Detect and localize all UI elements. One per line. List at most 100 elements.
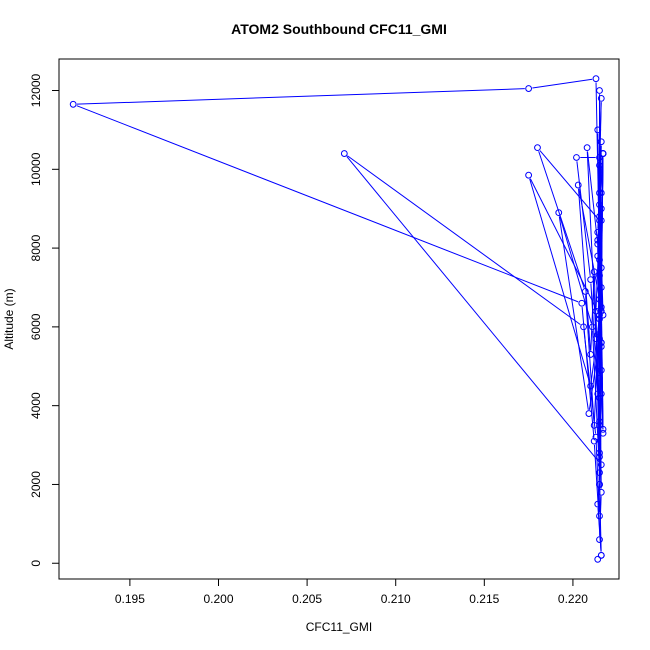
series-line-segment (76, 105, 579, 303)
data-point (596, 311, 603, 319)
data-point (596, 481, 603, 488)
data-point (525, 85, 533, 92)
data-point (599, 429, 607, 437)
series-line-segment (599, 496, 602, 536)
data-point (340, 150, 348, 157)
data-point (594, 555, 602, 563)
data-point (597, 488, 605, 496)
series-line-segment (587, 151, 600, 257)
data-point (596, 394, 603, 402)
data-point (590, 437, 598, 445)
y-tick-label: 0 (29, 560, 43, 567)
series-line-segment (346, 156, 600, 463)
data-series (69, 75, 607, 563)
data-point (525, 171, 533, 179)
y-tick-label: 10000 (29, 152, 43, 186)
data-point (581, 288, 589, 295)
data-point (597, 94, 605, 102)
data-point (597, 205, 605, 213)
data-point (587, 382, 595, 390)
data-point (596, 536, 603, 544)
data-point (597, 366, 605, 374)
data-point (594, 240, 602, 248)
x-tick-label: 0.200 (203, 592, 233, 606)
data-point (594, 390, 602, 398)
data-point (597, 284, 605, 291)
y-tick-label: 12000 (29, 74, 43, 108)
data-point (597, 343, 605, 350)
data-point (597, 551, 605, 559)
data-point (596, 449, 603, 457)
data-point (596, 335, 603, 343)
series-line-segment (559, 216, 592, 324)
data-point (589, 323, 596, 331)
data-point (583, 144, 591, 152)
data-point (596, 469, 603, 477)
x-tick-label: 0.210 (381, 592, 411, 606)
data-point (574, 181, 582, 189)
data-point (594, 500, 602, 508)
y-axis: 0 2000 4000 6000 8000 10000 12000 (29, 74, 60, 567)
data-point (596, 161, 603, 169)
series-line-segment (539, 150, 598, 218)
data-point (596, 512, 603, 520)
data-point (534, 144, 541, 152)
data-point (592, 335, 600, 343)
data-point (596, 374, 603, 382)
series-line-segment (558, 216, 589, 410)
data-point (573, 154, 580, 161)
data-point (596, 295, 603, 303)
y-tick-label: 4000 (29, 392, 43, 419)
y-tick-label: 6000 (29, 313, 43, 340)
x-tick-label: 0.215 (469, 592, 499, 606)
data-point (597, 264, 605, 272)
data-point (596, 189, 603, 197)
series-line-segment (532, 78, 593, 89)
data-point (597, 461, 605, 469)
series-line-segment (585, 295, 595, 422)
data-point (585, 410, 593, 417)
x-axis-label: CFC11_GMI (306, 620, 372, 634)
data-point (555, 209, 563, 217)
series-line-segment (347, 155, 581, 326)
data-point (590, 268, 598, 276)
data-point (580, 323, 587, 331)
data-point (592, 75, 600, 83)
data-point (587, 351, 595, 358)
data-point (596, 201, 603, 209)
data-point (596, 154, 603, 161)
y-axis-label: Altitude (m) (2, 288, 16, 349)
data-point (596, 87, 603, 94)
data-point (597, 217, 605, 224)
x-tick-label: 0.205 (292, 592, 322, 606)
x-tick-label: 0.220 (558, 592, 588, 606)
data-point (587, 276, 595, 284)
series-line-segment (538, 151, 585, 288)
data-point (599, 150, 607, 157)
data-point (596, 418, 603, 425)
data-point (596, 315, 603, 323)
series-line-segment (581, 306, 595, 438)
data-point (69, 100, 77, 108)
series-line-segment (76, 88, 525, 105)
series-line-segment (576, 161, 591, 276)
data-point (596, 421, 603, 429)
data-point (592, 433, 600, 441)
data-point (599, 311, 607, 319)
data-point (594, 252, 602, 260)
data-point (597, 303, 605, 311)
series-line-segment (578, 188, 591, 351)
data-point (597, 390, 605, 398)
chart-title: ATOM2 Southbound CFC11_GMI (231, 21, 447, 37)
x-tick-label: 0.195 (115, 592, 145, 606)
data-point (594, 126, 602, 134)
data-point (599, 425, 607, 433)
data-point (594, 228, 602, 236)
data-point (594, 236, 602, 244)
data-point (594, 331, 602, 339)
data-point (596, 453, 603, 461)
data-point (596, 213, 603, 220)
data-point (597, 307, 605, 315)
